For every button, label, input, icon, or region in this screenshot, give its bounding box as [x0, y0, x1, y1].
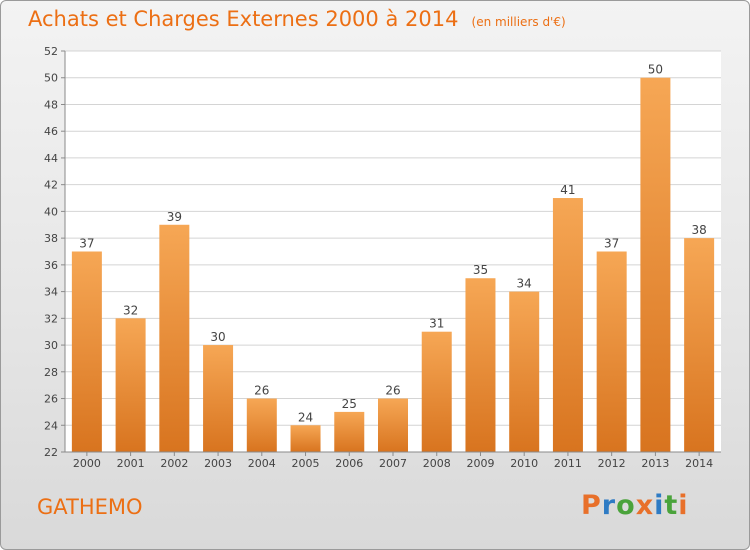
data-label-2006: 25	[342, 397, 357, 411]
y-tick-label: 32	[44, 312, 58, 325]
bar-2004	[246, 398, 277, 452]
logo-letter: i	[654, 490, 665, 521]
bar-2008	[421, 331, 452, 452]
bar-2005	[290, 425, 321, 452]
x-tick-label: 2001	[117, 457, 145, 470]
logo-letter: o	[616, 490, 636, 521]
x-tick-label: 2009	[466, 457, 494, 470]
commune-name: GATHEMO	[37, 495, 143, 519]
data-label-2014: 38	[691, 223, 706, 237]
bar-2003	[203, 345, 234, 452]
x-axis-ticks: 2000 2001 2002 2003 2004 2005 2006 2007 2008 2009…	[73, 452, 713, 470]
y-tick-label: 48	[44, 98, 58, 111]
data-label-2009: 35	[473, 263, 488, 277]
bar-2006	[334, 411, 365, 452]
bar-2009	[465, 278, 496, 452]
bar-2002	[159, 224, 190, 452]
data-label-2012: 37	[604, 237, 619, 251]
data-label-2000: 37	[79, 237, 94, 251]
data-label-2011: 41	[560, 183, 575, 197]
x-tick-label: 2010	[510, 457, 538, 470]
y-tick-label: 40	[44, 205, 58, 218]
y-tick-label: 30	[44, 339, 58, 352]
x-tick-label: 2004	[248, 457, 276, 470]
data-label-2013: 50	[648, 63, 663, 77]
bar-2000	[71, 251, 102, 452]
logo-letter: P	[581, 490, 602, 521]
proxiti-logo: Proxiti	[581, 490, 689, 521]
y-tick-label: 34	[44, 286, 58, 299]
x-tick-label: 2006	[335, 457, 363, 470]
bar-2001	[115, 318, 146, 452]
data-labels: 37 32 39 30 26 24 25 26 31 35 34 41 37 50 38	[79, 63, 707, 425]
data-label-2004: 26	[254, 384, 269, 398]
y-tick-label: 50	[44, 72, 58, 85]
y-tick-label: 22	[44, 446, 58, 459]
data-label-2002: 39	[167, 210, 182, 224]
data-label-2010: 34	[517, 277, 532, 291]
y-tick-label: 44	[44, 152, 58, 165]
bars	[71, 77, 715, 452]
x-tick-label: 2011	[554, 457, 582, 470]
y-tick-label: 24	[44, 419, 58, 432]
chart-subtitle: (en milliers d'€)	[471, 15, 566, 29]
y-tick-label: 26	[44, 393, 58, 406]
x-tick-label: 2000	[73, 457, 101, 470]
y-tick-label: 28	[44, 366, 58, 379]
bar-2010	[509, 291, 540, 452]
bar-2011	[552, 198, 583, 452]
data-label-2001: 32	[123, 303, 138, 317]
data-label-2005: 24	[298, 410, 313, 424]
y-tick-label: 46	[44, 125, 58, 138]
bar-2014	[684, 238, 715, 452]
y-axis-ticks: 22 24 26 28 30 32 34 36 38 40 42 44 46 48 50 52	[44, 45, 65, 459]
chart-title: Achats et Charges Externes 2000 à 2014	[28, 7, 459, 31]
x-tick-label: 2003	[204, 457, 232, 470]
y-tick-label: 52	[44, 45, 58, 58]
bar-2012	[596, 251, 627, 452]
bar-2007	[378, 398, 408, 452]
logo-letter: x	[635, 490, 655, 521]
title-row: Achats et Charges Externes 2000 à 2014 (…	[28, 7, 566, 31]
bar-2013	[640, 77, 671, 452]
logo-letter: i	[678, 490, 689, 521]
x-tick-label: 2005	[292, 457, 320, 470]
logo-letter: r	[601, 490, 617, 521]
y-tick-label: 38	[44, 232, 58, 245]
x-tick-label: 2012	[598, 457, 626, 470]
data-label-2007: 26	[385, 384, 400, 398]
x-tick-label: 2007	[379, 457, 407, 470]
x-tick-label: 2002	[160, 457, 188, 470]
y-tick-label: 36	[44, 259, 58, 272]
data-label-2003: 30	[210, 330, 225, 344]
logo-letter: t	[664, 490, 679, 521]
x-tick-label: 2013	[641, 457, 669, 470]
data-label-2008: 31	[429, 317, 444, 331]
y-tick-label: 42	[44, 179, 58, 192]
x-tick-label: 2008	[423, 457, 451, 470]
x-tick-label: 2014	[685, 457, 713, 470]
